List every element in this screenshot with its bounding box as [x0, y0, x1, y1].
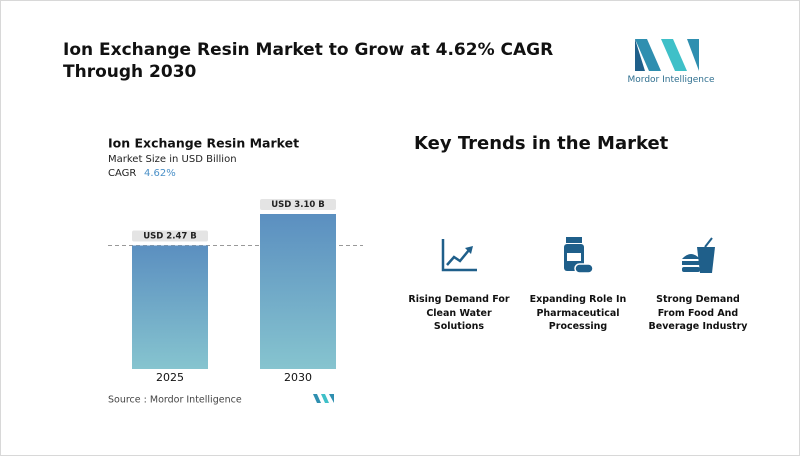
source-logo — [313, 394, 334, 403]
icon-food — [682, 237, 715, 273]
chart: Ion Exchange Resin Market Market Size in… — [108, 136, 363, 406]
bar — [260, 214, 336, 369]
icon-pill — [564, 237, 594, 274]
value-label-bg — [260, 199, 336, 210]
x-tick-label: 2025 — [156, 371, 184, 384]
trend-label: Expanding Role In Pharmaceutical Process… — [529, 294, 627, 332]
trend-label: Rising Demand For Clean Water Solutions — [408, 294, 510, 332]
chart-subtitle: Market Size in USD Billion — [108, 154, 237, 165]
value-label-bg — [132, 230, 208, 242]
value-label: USD 2.47 B — [143, 232, 196, 242]
page-title: Ion Exchange Resin Market to Grow at 4.6… — [63, 40, 554, 82]
cagr-label: CAGR — [108, 168, 136, 179]
logo-text: Mordor Intelligence — [627, 75, 715, 85]
bar — [132, 245, 208, 369]
value-label: USD 3.10 B — [271, 200, 324, 210]
icon-chart — [441, 239, 477, 272]
trends-title: Key Trends in the Market — [414, 133, 669, 154]
logo — [635, 39, 699, 71]
source: Source : Mordor Intelligence — [108, 395, 242, 406]
x-tick-label: 2030 — [284, 371, 312, 384]
cagr-value: 4.62% — [144, 168, 176, 179]
chart-title: Ion Exchange Resin Market — [108, 136, 299, 151]
trend-label: Strong Demand From Food And Beverage Ind… — [648, 294, 748, 332]
